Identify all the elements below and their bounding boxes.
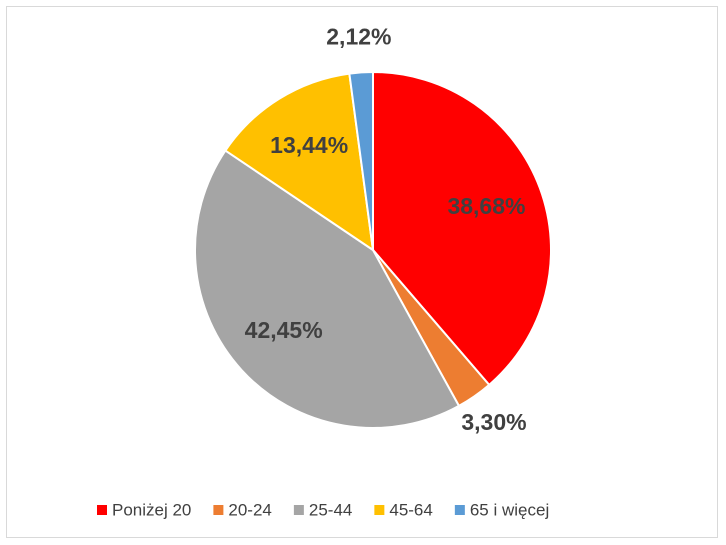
pie-slice	[372, 70, 552, 387]
legend-swatch	[293, 505, 304, 515]
legend-label: 65 i więcej	[470, 500, 549, 519]
legend-swatch	[213, 505, 224, 515]
data-label: 42,45%	[245, 317, 323, 343]
data-label: 13,44%	[270, 132, 348, 158]
pie-slice	[194, 149, 461, 429]
legend-swatch	[454, 505, 465, 515]
legend-label: Poniżej 20	[112, 500, 191, 519]
legend-swatch	[374, 505, 385, 515]
legend-swatch	[97, 505, 107, 515]
legend-label: 20-24	[228, 500, 271, 519]
data-label: 3,30%	[461, 409, 526, 435]
legend-label: 45-64	[389, 500, 432, 519]
pie-slice	[224, 72, 375, 253]
data-label: 38,68%	[447, 193, 525, 219]
pie-slice	[348, 70, 374, 251]
data-label: 2,12%	[326, 24, 391, 50]
legend-label: 25-44	[309, 500, 352, 519]
